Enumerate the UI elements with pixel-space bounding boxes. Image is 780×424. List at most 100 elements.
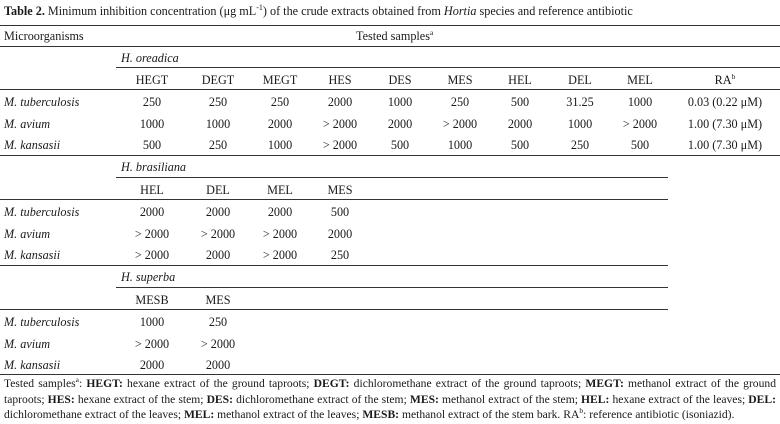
- table-cell: 1000: [205, 117, 231, 131]
- col-header: MESB: [135, 293, 169, 307]
- row-organism: M. tuberculosis: [4, 315, 80, 329]
- table-cell: > 2000: [322, 117, 358, 131]
- table-cell: 250: [450, 95, 470, 109]
- footnote-ra-text: : reference antibiotic (isoniazid).: [583, 408, 735, 421]
- col-header: DEL: [568, 73, 592, 87]
- table-cell: 2000: [327, 95, 353, 109]
- table-cell: 1.00 (7.30 μM): [687, 138, 763, 152]
- col-header-ra-sup: b: [731, 71, 736, 81]
- table-cell: 2000: [267, 205, 293, 219]
- footnote-text: dichloromethane extract of the leaves;: [4, 408, 184, 421]
- table-cell: 2000: [139, 358, 165, 372]
- footnote-ra-sup: b: [579, 406, 584, 416]
- footnote-text: methanol extract of the ground taproots;: [4, 377, 776, 406]
- header-microorganisms: Microorganisms: [4, 29, 84, 43]
- header-tested-samples-label: Tested samples: [356, 29, 430, 43]
- table-cell: 1.00 (7.30 μM): [687, 117, 763, 131]
- rule-oreadica-species: [116, 67, 780, 68]
- table-cell: 2000: [139, 205, 165, 219]
- table-cell: 1000: [139, 315, 165, 329]
- table-cell: 2000: [205, 205, 231, 219]
- caption-text: Minimum inhibition concentration (μg mL: [44, 4, 257, 18]
- footnote-text: hexane extract of the stem;: [74, 392, 207, 406]
- col-header: HEL: [140, 183, 164, 197]
- table-cell: 1000: [627, 95, 653, 109]
- footnote-abbr: DES:: [206, 392, 233, 406]
- table-cell: > 2000: [622, 117, 658, 131]
- table-cell: 250: [570, 138, 590, 152]
- rule-superba-cols: [0, 309, 668, 310]
- row-organism: M. tuberculosis: [4, 95, 80, 109]
- table-cell: > 2000: [262, 248, 298, 262]
- rule-bottom: [0, 374, 780, 375]
- table-cell: 1000: [387, 95, 413, 109]
- table-cell: 250: [330, 248, 350, 262]
- table-cell: 250: [208, 315, 228, 329]
- table-cell: > 2000: [134, 337, 170, 351]
- table-caption: Table 2. Minimum inhibition concentratio…: [4, 3, 633, 19]
- rule-brasiliana-species: [116, 177, 668, 178]
- table-cell: 500: [510, 138, 530, 152]
- row-organism: M. avium: [4, 117, 51, 131]
- col-header: MEL: [627, 73, 653, 87]
- table-cell: > 2000: [134, 248, 170, 262]
- table-cell: 500: [390, 138, 410, 152]
- col-header: HEL: [508, 73, 532, 87]
- table-footnote: Tested samplesa: HEGT: hexane extract of…: [4, 375, 776, 421]
- table-cell: 2000: [267, 117, 293, 131]
- table-cell: 1000: [447, 138, 473, 152]
- footnote-abbr: MESB:: [362, 408, 400, 421]
- table-cell: 2000: [507, 117, 533, 131]
- rule-oreadica-end: [0, 155, 780, 156]
- table-cell: 2000: [327, 227, 353, 241]
- row-organism: M. kansasii: [4, 248, 61, 262]
- table-cell: > 2000: [322, 138, 358, 152]
- col-header: MEGT: [262, 73, 298, 87]
- footnote-text: dichloromethane extract of the stem;: [232, 392, 410, 406]
- table-cell: 250: [208, 95, 228, 109]
- col-header: MEL: [267, 183, 293, 197]
- species-brasiliana: H. brasiliana: [121, 160, 187, 174]
- col-header: HEGT: [135, 73, 169, 87]
- table-cell: 0.03 (0.22 μM): [687, 95, 763, 109]
- rule-header: [0, 46, 780, 47]
- col-header: MES: [205, 293, 231, 307]
- table-cell: 500: [142, 138, 162, 152]
- col-header: MES: [327, 183, 353, 197]
- footnote-text: methanol extract of the stem;: [438, 392, 582, 406]
- table-cell: > 2000: [442, 117, 478, 131]
- col-header: HES: [328, 73, 352, 87]
- footnote-abbr: MEGT:: [585, 377, 624, 390]
- footnote-text: hexane extract of the ground taproots;: [122, 377, 314, 390]
- row-organism: M. tuberculosis: [4, 205, 80, 219]
- col-header: DEGT: [201, 73, 235, 87]
- table-cell: 2000: [205, 358, 231, 372]
- caption-text-3: species and reference antibiotic: [476, 4, 633, 18]
- table-cell: 500: [330, 205, 350, 219]
- footnote-abbr: MES:: [409, 392, 439, 406]
- footnote-abbr: DEGT:: [313, 377, 350, 390]
- header-tested-samples: Tested samplesa: [356, 29, 433, 43]
- table-cell: 500: [510, 95, 530, 109]
- caption-text-2: ) of the crude extracts obtained from: [262, 4, 444, 18]
- footnote-abbr: DEL:: [748, 392, 776, 406]
- caption-genus: Hortia: [443, 4, 477, 18]
- table-cell: 250: [208, 138, 228, 152]
- footnote-abbr: HES:: [47, 392, 75, 406]
- species-oreadica: H. oreadica: [121, 51, 179, 65]
- table-cell: > 2000: [200, 227, 236, 241]
- footnote-text: methanol extract of the stem bark.: [399, 408, 564, 421]
- rule-brasiliana-cols: [0, 199, 668, 200]
- footnote-abbr: MEL:: [183, 408, 215, 421]
- footnote-lead-sup: a: [75, 375, 79, 385]
- footnote-text: methanol extract of the leaves;: [214, 408, 363, 421]
- header-tested-samples-sup: a: [429, 27, 434, 37]
- row-organism: M. kansasii: [4, 138, 61, 152]
- table-label: Table 2.: [4, 4, 45, 18]
- rule-superba-species: [116, 287, 668, 288]
- col-header-ra-label: RA: [714, 73, 732, 87]
- table-cell: 1000: [567, 117, 593, 131]
- row-organism: M. avium: [4, 227, 51, 241]
- table-cell: 500: [630, 138, 650, 152]
- footnote-text: dichloromethane extract of the ground ta…: [349, 377, 586, 390]
